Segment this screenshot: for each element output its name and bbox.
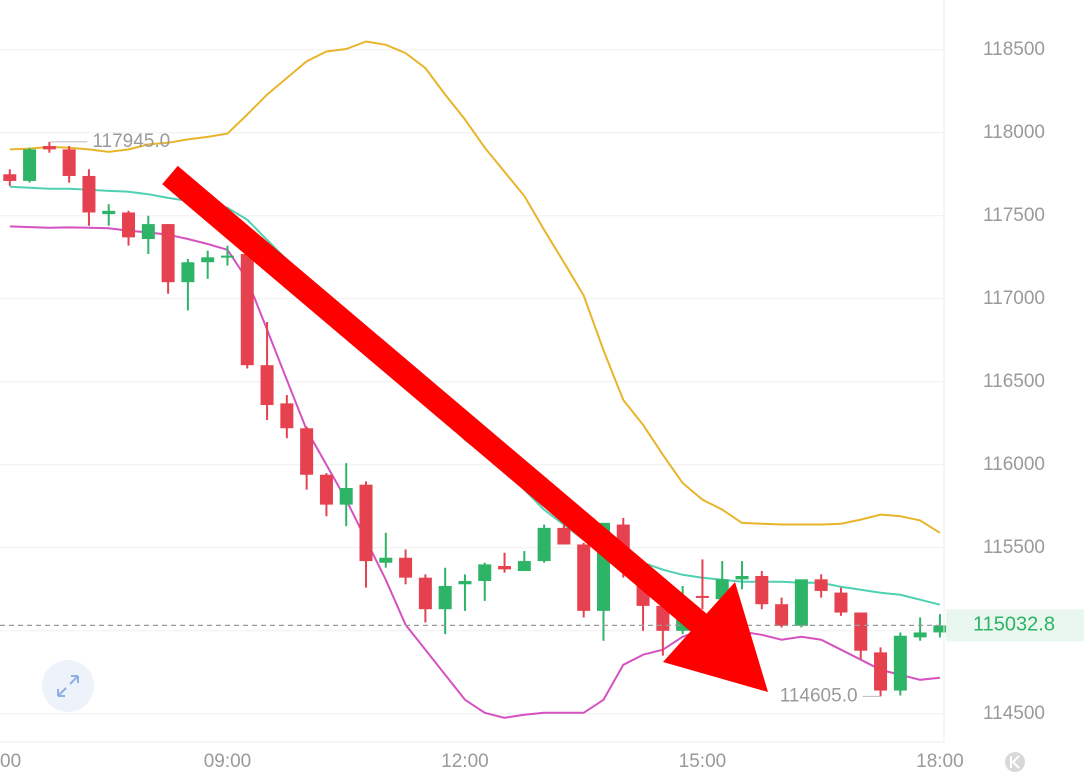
k-glyph — [1010, 755, 1020, 769]
grid — [0, 49, 944, 715]
x-tick-label: 12:00 — [441, 751, 489, 772]
k-button[interactable] — [1005, 752, 1025, 772]
candle-body — [557, 527, 571, 545]
indicator-line — [9, 40, 941, 534]
labels: 1145001150001155001160001165001170001175… — [0, 39, 1084, 772]
candle-body — [418, 577, 432, 610]
candle-body — [577, 544, 591, 611]
candle-body — [240, 253, 254, 366]
candle-body — [854, 612, 868, 651]
candle-body — [458, 580, 472, 585]
candle-body — [775, 604, 789, 626]
candle-body — [260, 365, 274, 406]
arrow-shaft — [162, 165, 713, 638]
candle-body — [319, 474, 333, 505]
candle-body — [359, 484, 373, 562]
y-tick-label: 114500 — [983, 703, 1045, 724]
trend-arrow — [162, 165, 768, 692]
expand-button[interactable] — [42, 660, 94, 712]
candle-body — [300, 428, 314, 475]
candle-body — [220, 255, 234, 258]
candle-body — [814, 579, 828, 591]
candle-body — [42, 146, 56, 150]
last-price-label: 115032.8 — [973, 614, 1055, 636]
candle-body — [478, 564, 492, 581]
candle-body — [23, 149, 37, 181]
candle-body — [379, 557, 393, 563]
candle-body — [62, 149, 76, 176]
candle-body — [339, 488, 353, 505]
x-tick-label: 15:00 — [679, 751, 727, 772]
candle-body — [122, 212, 136, 238]
candle-body — [181, 262, 195, 283]
candle-body — [834, 592, 848, 613]
indicator-line — [9, 225, 941, 719]
candle-body — [438, 585, 452, 610]
candle-body — [755, 576, 769, 605]
arrow-head — [663, 582, 768, 692]
y-tick-label: 117000 — [983, 288, 1045, 309]
y-tick-label: 116000 — [983, 454, 1045, 475]
candle-body — [201, 257, 215, 263]
min-label: 114605.0 — [780, 685, 858, 706]
candle-body — [913, 632, 927, 638]
candle-body — [82, 175, 96, 213]
candle-body — [537, 527, 551, 562]
x-tick-label: 18:00 — [916, 751, 964, 772]
y-tick-label: 118000 — [983, 122, 1045, 143]
last-price-box — [946, 609, 1084, 642]
x-tick-label: 09:00 — [204, 751, 252, 772]
candle-body — [656, 605, 670, 631]
candle-body — [399, 557, 413, 578]
candle-body — [874, 652, 888, 691]
candle-body — [695, 595, 709, 598]
y-tick-label: 116500 — [983, 371, 1045, 392]
max-label: 117945.0 — [92, 131, 170, 152]
candle-body — [794, 579, 808, 626]
y-tick-label: 115500 — [983, 537, 1045, 558]
expand-glyph — [57, 675, 79, 697]
candle-body — [161, 224, 175, 283]
expand-icon[interactable] — [42, 660, 94, 712]
y-tick-label: 117500 — [983, 205, 1045, 226]
x-tick-label: 00 — [0, 751, 21, 772]
candle-body — [3, 174, 17, 181]
candle-body — [280, 403, 294, 429]
candle-body — [102, 210, 116, 215]
y-tick-label: 118500 — [983, 39, 1045, 60]
candle-body — [735, 576, 749, 580]
candle-body — [893, 635, 907, 691]
candle-body — [498, 566, 512, 570]
candle-body — [141, 224, 155, 240]
candle-body — [933, 625, 947, 633]
candle-body — [517, 561, 531, 572]
k-icon[interactable] — [1005, 752, 1025, 772]
